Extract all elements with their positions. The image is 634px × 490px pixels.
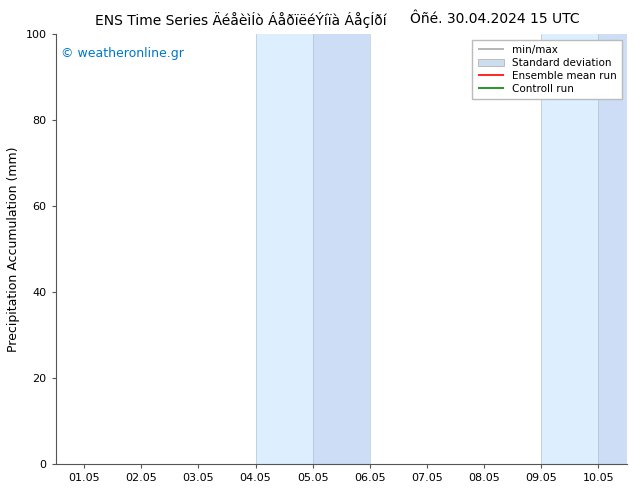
Text: ENS Time Series ÄéåèìÍò ÁåðïëéÝíïà ÁåçÍðí: ENS Time Series ÄéåèìÍò ÁåðïëéÝíïà ÁåçÍð…: [95, 12, 387, 28]
Bar: [256, 34, 313, 464]
Bar: [541, 34, 598, 464]
Bar: [598, 34, 627, 464]
Y-axis label: Precipitation Accumulation (mm): Precipitation Accumulation (mm): [7, 147, 20, 352]
Text: © weatheronline.gr: © weatheronline.gr: [61, 47, 184, 60]
Legend: min/max, Standard deviation, Ensemble mean run, Controll run: min/max, Standard deviation, Ensemble me…: [472, 40, 622, 99]
Bar: [313, 34, 370, 464]
Text: Ôñé. 30.04.2024 15 UTC: Ôñé. 30.04.2024 15 UTC: [410, 12, 579, 26]
